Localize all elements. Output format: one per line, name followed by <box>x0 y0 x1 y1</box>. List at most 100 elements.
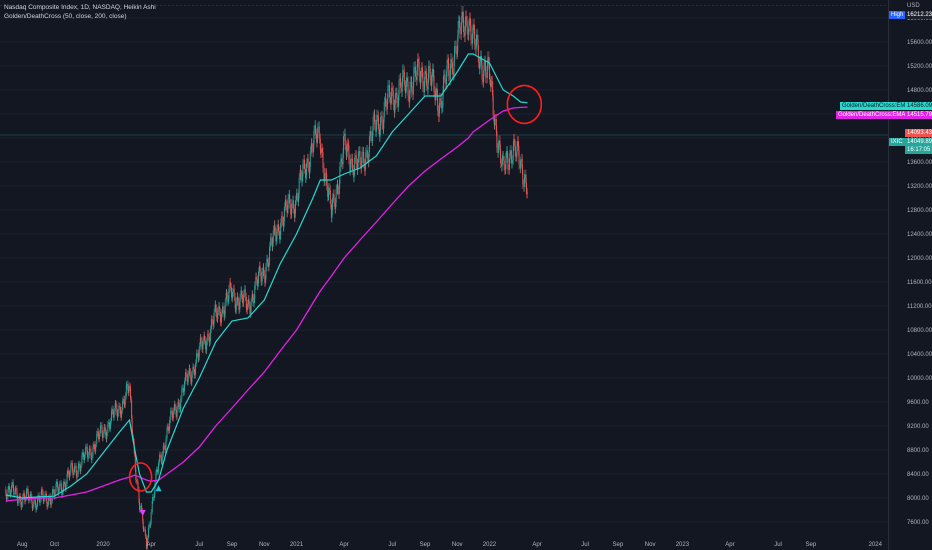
candle-body <box>520 161 522 169</box>
candle-body <box>395 92 397 94</box>
candle-body <box>28 499 30 501</box>
candle-body <box>412 92 414 95</box>
candle-body <box>16 488 18 496</box>
candle-body <box>50 500 52 506</box>
candle-body <box>59 483 61 484</box>
candle-body <box>314 125 316 131</box>
candle-body <box>53 493 55 497</box>
candle-body <box>241 290 243 295</box>
candle-body <box>155 472 157 484</box>
candle-body <box>494 119 496 121</box>
candle-body <box>58 490 60 493</box>
candle-body <box>431 77 433 86</box>
candle-body <box>374 114 376 125</box>
candle-body <box>291 203 293 214</box>
candle-body <box>412 82 414 95</box>
candle-body <box>497 147 499 153</box>
candle-body <box>205 339 207 350</box>
candle-body <box>66 473 68 484</box>
candle-body <box>98 436 100 440</box>
candle-body <box>229 282 231 290</box>
candle-body <box>305 174 307 179</box>
candle-body <box>394 104 396 113</box>
ema50-line <box>5 53 528 499</box>
candle-body <box>238 301 240 310</box>
candle-body <box>222 306 224 310</box>
candle-body <box>91 455 93 461</box>
candle-body <box>343 136 345 153</box>
candle-body <box>519 164 521 169</box>
candle-body <box>478 62 480 69</box>
candle-body <box>512 145 514 161</box>
candle-body <box>263 267 265 275</box>
candle-body <box>460 21 462 35</box>
candle-body <box>163 445 165 447</box>
candle-body <box>488 56 490 64</box>
candle-body <box>77 465 79 474</box>
candle-body <box>33 501 35 508</box>
candle-body <box>355 155 357 164</box>
candle-body <box>76 472 78 478</box>
candle-body <box>490 82 492 87</box>
candle-body <box>498 140 500 146</box>
currency-label: USD <box>907 3 920 9</box>
candle-body <box>389 85 391 98</box>
candle-body <box>181 388 183 399</box>
candle-body <box>166 427 168 439</box>
candle-body <box>192 366 194 369</box>
candle-body <box>154 483 156 495</box>
candle-body <box>49 496 51 502</box>
candle-body <box>100 425 102 426</box>
candle-body <box>196 353 198 354</box>
symbol-title[interactable]: Nasdaq Composite Index, 1D, NASDAQ, Heik… <box>4 4 156 11</box>
candle-body <box>392 87 394 91</box>
candle-body <box>5 493 7 500</box>
candle-body <box>109 427 111 429</box>
candle-body <box>464 25 466 37</box>
candle-body <box>96 431 98 434</box>
candle-body <box>334 202 336 209</box>
candle-body <box>208 336 210 343</box>
candle-body <box>80 465 82 472</box>
candle-body <box>467 34 469 35</box>
candle-body <box>320 148 322 153</box>
x-tick-label: 2022 <box>483 542 497 548</box>
high-label: High <box>889 11 906 19</box>
candle-body <box>59 483 61 491</box>
x-tick-label: 2023 <box>676 542 690 548</box>
candle-body <box>268 261 270 268</box>
candle-body <box>468 18 470 27</box>
candle-body <box>288 194 290 199</box>
candle-body <box>205 349 207 351</box>
candle-body <box>142 510 144 522</box>
candle-body <box>513 138 515 146</box>
candle-body <box>518 141 520 151</box>
candle-body <box>204 335 206 340</box>
candle-body <box>324 180 326 182</box>
candle-body <box>254 285 256 299</box>
candle-body <box>243 293 245 303</box>
candle-body <box>348 145 350 160</box>
candle-body <box>410 81 412 83</box>
candle-body <box>516 141 518 147</box>
candle-body <box>407 77 409 82</box>
indicator-title[interactable]: Golden/DeathCross (50, close, 200, close… <box>4 13 127 20</box>
candle-body <box>525 182 527 194</box>
candle-body <box>161 454 163 462</box>
candle-body <box>145 536 147 549</box>
candle-body <box>290 213 292 215</box>
candle-body <box>511 155 513 164</box>
candle-body <box>438 110 440 117</box>
candle-body <box>54 492 56 497</box>
candle-body <box>363 151 365 164</box>
candle-body <box>21 504 23 508</box>
candle-body <box>114 403 116 412</box>
candle-body <box>148 524 150 528</box>
candle-body <box>292 200 294 209</box>
candle-body <box>266 259 268 263</box>
candle-body <box>505 151 507 159</box>
candle-body <box>279 231 281 240</box>
candle-body <box>104 427 106 428</box>
price-axis[interactable] <box>888 0 932 550</box>
